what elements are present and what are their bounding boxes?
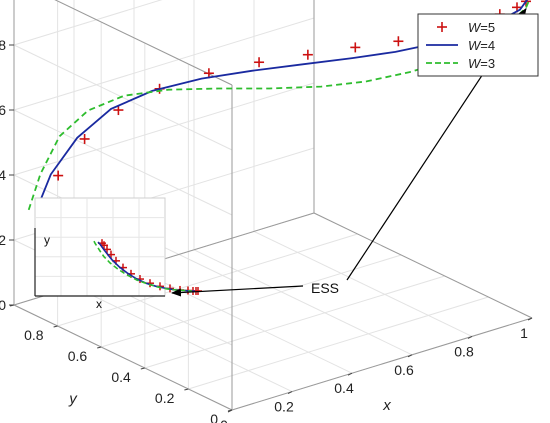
w5-marker <box>113 105 124 116</box>
y-tick-label: 0.6 <box>68 348 88 364</box>
y-axis-label: y <box>68 391 78 408</box>
x-tick-label: 1 <box>520 325 528 341</box>
inset-y-label: y <box>44 233 50 247</box>
w5-marker <box>53 170 64 181</box>
y-tick-mark <box>53 325 58 328</box>
x-tick-mark <box>467 335 473 339</box>
y-tick-label: 0.4 <box>111 369 131 385</box>
x-tick-mark <box>287 391 293 395</box>
grid-line <box>188 296 489 390</box>
axis-ticks: 00.20.40.60.8100.20.40.60.8100.20.40.60.… <box>0 37 533 423</box>
x-tick-label: 0.6 <box>394 362 414 378</box>
inset-x-label: x <box>96 297 102 311</box>
box-edge <box>13 304 233 411</box>
y-tick-label: 0 <box>210 411 218 423</box>
y-tick-mark <box>227 409 233 412</box>
box-edge <box>313 212 533 319</box>
y-tick-label: 0.2 <box>155 390 175 406</box>
grid-line <box>54 0 233 86</box>
box-edge <box>231 317 533 411</box>
y-tick-label: 0.8 <box>24 327 44 343</box>
legend: W=5 W=4 W=3 <box>417 13 539 77</box>
legend-marker-w5 <box>437 22 447 32</box>
grid-line <box>13 109 233 216</box>
z-tick-label: 0.2 <box>0 232 6 248</box>
grid-line <box>13 44 233 151</box>
x-tick-label: 0 <box>220 417 228 423</box>
x-tick-label: 0.8 <box>454 343 474 359</box>
box-edge <box>54 0 233 86</box>
w5-marker <box>302 49 313 60</box>
ess-arrow-left <box>171 285 304 297</box>
inset-frame <box>34 197 166 297</box>
inset-view: yx <box>34 197 202 311</box>
z-tick-label: 0.4 <box>0 167 6 183</box>
y-tick-mark <box>140 367 145 370</box>
x-tick-label: 0.2 <box>274 399 294 415</box>
grid-line <box>193 249 413 356</box>
grid-line <box>13 0 163 46</box>
z-tick-label: 0 <box>0 297 6 313</box>
w5-marker <box>79 133 90 144</box>
x-tick-mark <box>527 317 533 321</box>
grid-line <box>13 17 315 111</box>
x-axis-label: x <box>382 397 391 414</box>
grid-line <box>101 254 402 348</box>
grid-line <box>57 233 358 327</box>
x-tick-mark <box>347 372 353 376</box>
w5-marker <box>350 42 361 53</box>
grid-line <box>73 286 293 393</box>
grid-line <box>13 82 315 176</box>
x-tick-label: 0.4 <box>334 380 354 396</box>
x-tick-mark <box>407 354 413 358</box>
ess-label: ESS <box>311 280 339 296</box>
grid-line <box>144 275 445 369</box>
y-tick-mark <box>184 388 189 391</box>
w5-marker <box>254 57 265 68</box>
legend-label: W=4 <box>468 38 495 53</box>
grid-line <box>253 230 473 337</box>
legend-label: W=3 <box>468 56 495 71</box>
y-tick-mark <box>97 346 102 349</box>
z-tick-label: 0.6 <box>0 102 6 118</box>
legend-label: W=5 <box>468 20 495 35</box>
w5-marker <box>393 36 404 47</box>
z-tick-label: 0.8 <box>0 37 6 53</box>
